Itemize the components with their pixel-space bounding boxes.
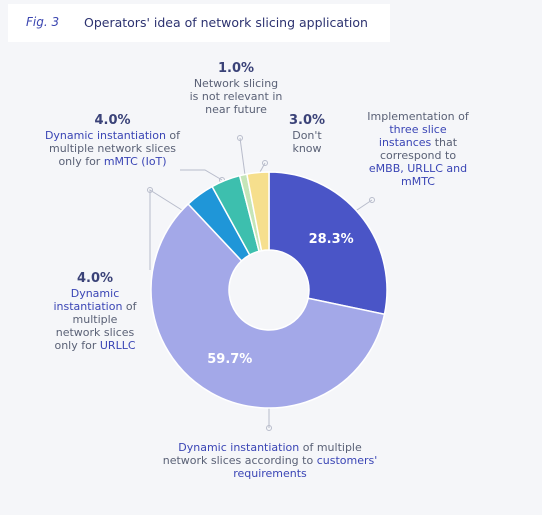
value-label: 28.3% — [309, 232, 354, 247]
value-label: 3.0% — [288, 113, 326, 128]
label-text: Implementation of — [367, 110, 469, 123]
label-text: Dynamic instantiation — [44, 129, 166, 142]
label-text: URLLC — [99, 339, 136, 352]
category-label: 4.0% Dynamic instantiation of multiple ne… — [50, 272, 140, 352]
chart-title: Operators' idea of network slicing appli… — [84, 15, 368, 30]
label-text: of multiple network slices only for — [49, 129, 181, 168]
value-label: 59.7% — [207, 352, 252, 367]
leader-dot — [262, 160, 268, 166]
category-label: Implementation of three slice instances … — [362, 110, 474, 188]
value-label: 1.0% — [217, 61, 255, 76]
leader-dot — [147, 187, 153, 193]
value-label: 4.0% — [76, 271, 114, 286]
donut-segment — [268, 171, 388, 316]
leader-line — [239, 137, 246, 176]
leader-line — [259, 162, 266, 173]
label-text: Network slicing is not relevant in near … — [189, 77, 283, 116]
label-text: eMBB, URLLC and mMTC — [368, 162, 468, 188]
leader-dot — [369, 197, 375, 203]
label-text: Dynamic instantiation — [178, 441, 300, 454]
leader-line — [149, 189, 186, 270]
figure-label: Fig. 3 — [26, 15, 60, 29]
category-label: 3.0% Don't know — [279, 114, 335, 155]
donut-segment — [246, 171, 270, 252]
category-label: 1.0% Network slicing is not relevant in n… — [188, 62, 284, 116]
leader-line — [180, 169, 223, 181]
category-label: 4.0% Dynamic instantiation of multiple ne… — [40, 114, 185, 168]
header: Fig. 3 Operators' idea of network slicin… — [8, 4, 390, 42]
label-text: of multiple network slices according to — [162, 441, 362, 467]
leader-dot — [237, 135, 243, 141]
value-label: 4.0% — [94, 113, 131, 128]
label-text: Dynamic instantiation — [53, 287, 123, 313]
label-text: three slice instances — [378, 123, 447, 149]
label-text: mMTC (IoT) — [103, 155, 167, 168]
label-text: that correspond to — [379, 136, 458, 162]
label-text: Don't know — [292, 129, 322, 155]
category-label: Dynamic instantiation of multiple networ… — [160, 441, 380, 480]
label-text: of multiple network slices only for — [54, 300, 137, 352]
label-text: customers' requirements — [233, 454, 378, 480]
leader-dot — [266, 425, 272, 431]
donut-segment — [150, 202, 386, 409]
leader-lines — [147, 135, 375, 431]
